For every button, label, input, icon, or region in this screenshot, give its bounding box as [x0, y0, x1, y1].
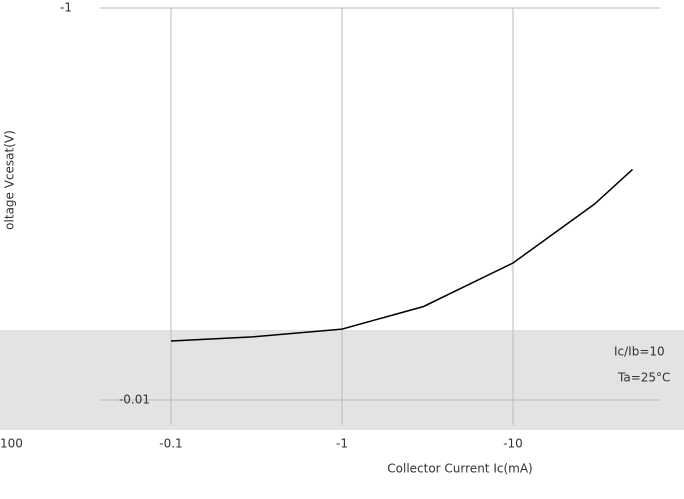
y-tick-label: -0.01	[119, 393, 150, 407]
annotation: 100	[0, 437, 23, 451]
annotation: Ta=25°C	[617, 371, 670, 385]
x-tick-label: -1	[336, 437, 348, 451]
x-tick-label: -0.1	[159, 437, 182, 451]
x-tick-label: -10	[503, 437, 523, 451]
annotation: Ic/Ib=10	[614, 345, 665, 359]
y-tick-label: -1	[60, 1, 72, 15]
data-line	[170, 168, 634, 342]
y-axis-label: oltage Vcesat(V)	[3, 130, 17, 230]
x-axis-label: Collector Current Ic(mA)	[387, 462, 532, 476]
